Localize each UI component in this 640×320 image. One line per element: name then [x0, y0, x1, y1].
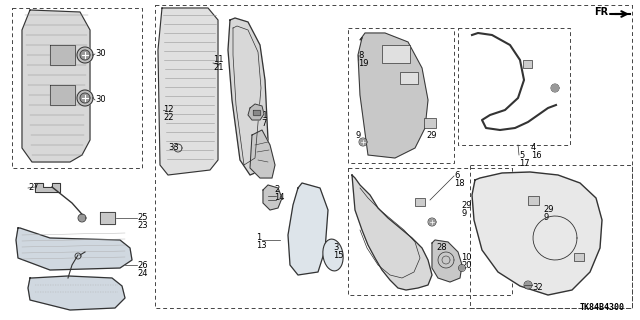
Text: 1: 1 — [256, 234, 261, 243]
Text: 25: 25 — [137, 213, 147, 222]
Polygon shape — [80, 50, 90, 60]
Text: 22: 22 — [163, 114, 173, 123]
Polygon shape — [472, 172, 602, 295]
Text: 33: 33 — [168, 143, 179, 153]
Bar — [523, 60, 532, 68]
Polygon shape — [28, 276, 125, 310]
Text: 20: 20 — [461, 261, 472, 270]
Polygon shape — [80, 93, 90, 103]
Bar — [415, 198, 425, 206]
Text: 28: 28 — [436, 244, 447, 252]
Text: 29: 29 — [461, 201, 472, 210]
Text: 3: 3 — [333, 244, 339, 252]
Text: 23: 23 — [137, 221, 148, 230]
Text: 30: 30 — [95, 50, 106, 59]
Polygon shape — [288, 183, 328, 275]
Text: 9: 9 — [461, 209, 467, 218]
Text: FR.: FR. — [594, 7, 612, 17]
Text: 15: 15 — [333, 252, 344, 260]
Polygon shape — [50, 45, 75, 65]
Text: 7: 7 — [261, 118, 266, 127]
Text: 11: 11 — [213, 55, 223, 65]
Text: 12: 12 — [163, 106, 173, 115]
Bar — [528, 196, 539, 205]
Polygon shape — [358, 33, 428, 158]
Text: 18: 18 — [454, 179, 465, 188]
Bar — [574, 253, 584, 261]
Text: 32: 32 — [532, 284, 543, 292]
Text: 16: 16 — [531, 151, 541, 161]
Bar — [253, 110, 260, 115]
Text: 13: 13 — [256, 242, 267, 251]
Text: 6: 6 — [454, 171, 460, 180]
Text: 5: 5 — [519, 150, 524, 159]
Text: 4: 4 — [531, 143, 536, 153]
Text: 19: 19 — [358, 59, 369, 68]
Text: 30: 30 — [95, 95, 106, 105]
Polygon shape — [525, 282, 531, 288]
Text: 14: 14 — [274, 194, 285, 203]
Polygon shape — [79, 215, 85, 221]
Text: 8: 8 — [358, 51, 364, 60]
Polygon shape — [248, 104, 264, 120]
Polygon shape — [429, 219, 435, 225]
Polygon shape — [22, 10, 90, 162]
Polygon shape — [250, 130, 275, 178]
Text: 26: 26 — [137, 260, 148, 269]
Polygon shape — [432, 240, 462, 282]
Text: 29: 29 — [543, 205, 554, 214]
Bar — [382, 45, 410, 63]
Text: 24: 24 — [137, 268, 147, 277]
Text: 31: 31 — [257, 110, 268, 119]
Polygon shape — [228, 18, 268, 175]
Text: 9: 9 — [356, 131, 361, 140]
Ellipse shape — [323, 239, 343, 271]
Bar — [100, 212, 115, 224]
Polygon shape — [158, 8, 218, 175]
Polygon shape — [352, 175, 432, 290]
Text: 29: 29 — [426, 131, 436, 140]
Text: 17: 17 — [519, 158, 530, 167]
Text: 9: 9 — [543, 213, 548, 222]
Text: 27: 27 — [28, 183, 38, 193]
Polygon shape — [263, 185, 282, 210]
Text: 10: 10 — [461, 253, 472, 262]
Polygon shape — [460, 266, 465, 270]
Text: 2: 2 — [274, 186, 279, 195]
Polygon shape — [77, 90, 93, 106]
Polygon shape — [50, 85, 75, 105]
Text: 21: 21 — [213, 63, 223, 73]
Bar — [424, 118, 436, 128]
Polygon shape — [552, 84, 559, 92]
Polygon shape — [35, 183, 60, 192]
Polygon shape — [16, 228, 132, 270]
Polygon shape — [360, 139, 366, 145]
Bar — [400, 72, 418, 84]
Polygon shape — [77, 47, 93, 63]
Text: TK84B4300: TK84B4300 — [580, 303, 625, 312]
